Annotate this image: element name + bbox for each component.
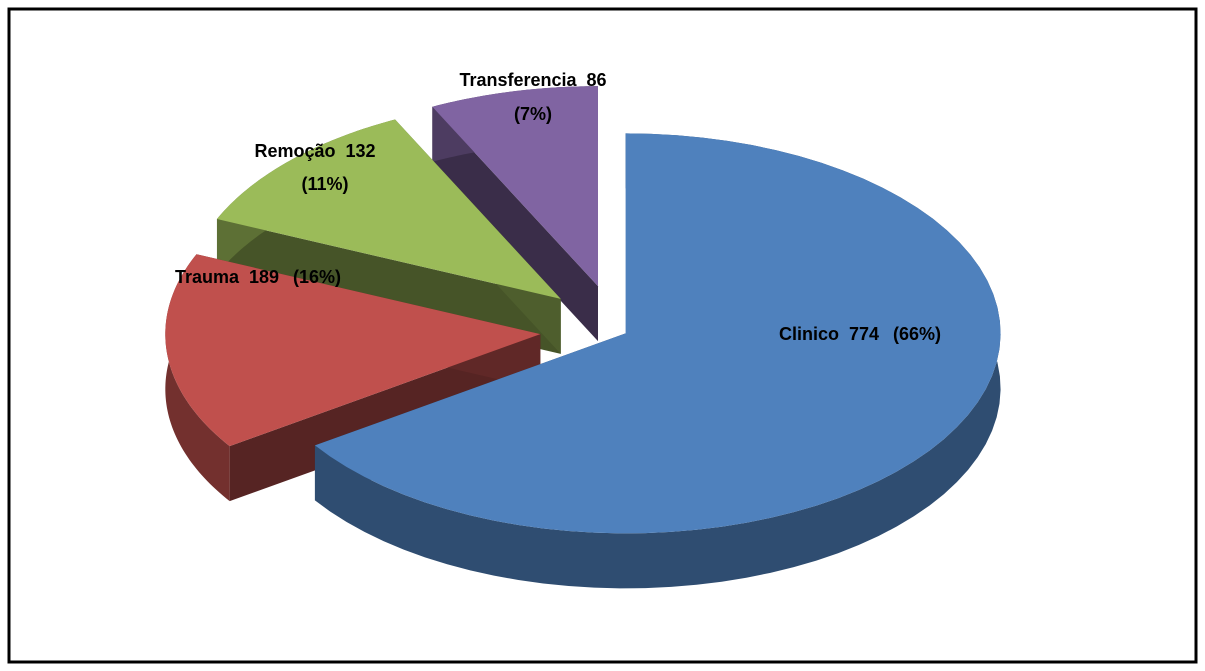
label-value: 774: [849, 324, 879, 344]
pie-slice: [314, 133, 1001, 589]
label-category: Remoção: [254, 141, 335, 161]
label-value: 86: [587, 70, 607, 90]
label-value: 132: [345, 141, 375, 161]
slice-wall: [229, 334, 541, 502]
data-label: (11%): [301, 174, 348, 194]
slice-top: [216, 119, 561, 299]
label-percent: (16%): [293, 267, 341, 287]
data-label: (7%): [514, 104, 552, 124]
data-label: Clinico 774 (66%): [779, 324, 941, 344]
slice-wall: [432, 106, 598, 342]
label-category: Transferencia: [459, 70, 577, 90]
label-value: 189: [249, 267, 279, 287]
pie-slice: [165, 254, 541, 502]
slice-top: [314, 133, 1001, 534]
label-category: Clinico: [779, 324, 839, 344]
label-percent: (11%): [301, 174, 348, 194]
data-label: Trauma 189 (16%): [175, 267, 341, 287]
data-label: Remoção 132: [254, 141, 375, 161]
label-percent: (7%): [514, 104, 552, 124]
pie-slice: [432, 86, 598, 342]
label-percent: (66%): [893, 324, 941, 344]
slice-top: [432, 86, 598, 287]
label-category: Trauma: [175, 267, 240, 287]
data-label: Transferencia 86: [459, 70, 606, 90]
slice-top: [165, 254, 541, 447]
